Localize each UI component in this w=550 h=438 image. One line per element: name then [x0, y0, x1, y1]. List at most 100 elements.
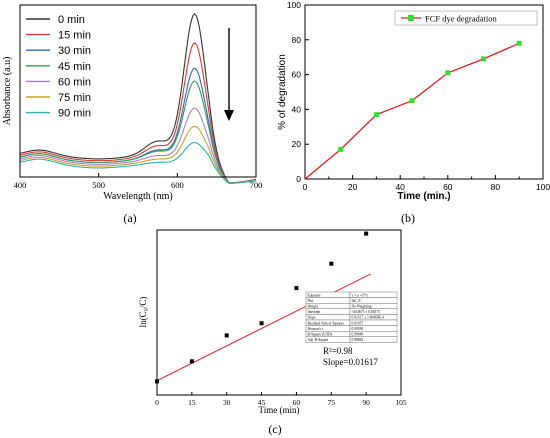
degradation-line: [304, 42, 520, 180]
r-squared-annotation: R²=0.98: [323, 346, 353, 356]
panel-a-xtick-label-3: 700: [250, 180, 263, 190]
fit-table-key-4: Slope: [308, 316, 317, 320]
legend-label-6: 90 min: [58, 108, 91, 120]
degradation-point-5: [481, 56, 486, 62]
panel-c-points: [155, 231, 369, 384]
panel-c-xtick-label-1: 15: [188, 398, 196, 407]
panel-c-xtick-label-6: 90: [362, 398, 370, 407]
fit-table-value-1: InC₀/C: [352, 299, 363, 303]
fit-table-key-2: Weight: [308, 305, 318, 309]
fit-table-value-cell-8: [349, 336, 398, 343]
panel-a-xtick-label-1: 500: [92, 180, 105, 190]
down-arrow: [224, 28, 234, 121]
panel-b-xtick-label-0: 0: [303, 182, 308, 192]
spectrum-line-1: [19, 42, 257, 184]
panel-c: 0 15 30 45 60 75 90 105 Equation y = a + b*x Plot…: [138, 229, 407, 436]
panel-b-ytick-label-3: 60: [292, 70, 302, 80]
fit-table-key-8: Adj. R-Square: [308, 338, 329, 342]
fit-table-key-7: R-Square (COD): [308, 333, 333, 337]
panel-b-xtick-label-4: 40: [395, 182, 405, 192]
panel-b: 0 20 40 60 80 100 0 20 40 60 80 100 FCF dye degrada…: [277, 0, 550, 225]
kinetic-point-6: [364, 231, 369, 236]
kinetic-point-4: [294, 286, 299, 291]
spectrum-line-5: [19, 125, 257, 184]
panel-b-series: [304, 40, 522, 180]
legend-label-2: 30 min: [58, 45, 91, 57]
panel-c-label: (c): [268, 422, 281, 436]
legend-label-0: 0 min: [58, 14, 85, 26]
spectrum-line-0: [19, 13, 257, 184]
kinetic-point-0: [155, 379, 159, 384]
fit-table-key-3: Intercept: [308, 310, 321, 314]
panel-c-table: Equation y = a + b*x Plot InC₀/C Weight No We…: [305, 291, 398, 343]
panel-a-legend: 0 min 15 min 30 min 45 min 60 min 75 min 90 mi…: [26, 14, 91, 120]
fit-table-value-8: 0.98882: [352, 338, 364, 342]
panel-a-xticks: 400 500 600 700: [14, 173, 263, 190]
panel-c-xtick-label-3: 45: [258, 398, 266, 407]
panel-c-xtick-label-7: 105: [395, 398, 407, 407]
fit-table-key-5: Residual Sum of Squares: [308, 321, 345, 325]
panel-b-ytick-label-2: 40: [292, 104, 302, 114]
fit-table-value-7: 0.99049: [352, 333, 364, 337]
panel-b-ylabel: % of degradation: [277, 54, 288, 130]
kinetic-point-3: [259, 321, 264, 326]
fit-table-key-6: Pearson's r: [308, 327, 324, 331]
panel-b-ytick-label-0: 0: [296, 174, 301, 184]
degradation-point-4: [445, 70, 451, 76]
degradation-point-6: [516, 40, 522, 46]
panel-b-ytick-label-4: 80: [292, 35, 302, 45]
panel-b-ytick-label-1: 20: [292, 139, 302, 149]
spectrum-line-6: [19, 142, 257, 185]
legend-label-4: 60 min: [58, 76, 91, 88]
panel-c-frame: [156, 229, 402, 396]
legend-label-5: 75 min: [58, 92, 91, 104]
panel-b-legend-box: [394, 10, 538, 26]
panel-a-ylabel: Absorbance (a.u): [2, 57, 13, 126]
panel-a-label: (a): [123, 211, 136, 225]
panel-a-xtick-label-2: 600: [171, 180, 184, 190]
panel-c-xtick-label-4: 60: [293, 398, 301, 407]
panel-c-ylabel: ln(C₀/C): [138, 297, 148, 328]
panel-b-ytick-label-5: 100: [287, 0, 301, 10]
fit-table-value-6: 0.99350: [352, 327, 364, 331]
panel-c-xtick-label-2: 30: [223, 398, 231, 407]
fit-table-value-2: No Weighting: [352, 305, 372, 309]
degradation-point-1: [338, 146, 344, 152]
panel-c-ticks: 0 15 30 45 60 75 90 105: [155, 392, 407, 407]
fit-table-value-3: -0.04675 ± 0.03575: [352, 310, 381, 314]
slope-annotation: Slope=0.01617: [323, 357, 378, 367]
panel-a-xlabel: Wavelength (nm): [103, 191, 172, 202]
panel-b-ticks: 0 20 40 60 80 100 0 20 40 60 80 100: [287, 0, 550, 192]
degradation-point-2: [373, 112, 379, 118]
panel-a-frame: [19, 4, 257, 178]
kinetic-point-5: [329, 261, 334, 266]
panel-c-xtick-label-0: 0: [155, 398, 159, 407]
panel-b-xtick-label-8: 80: [491, 182, 501, 192]
panel-c-xlabel: Time (min): [259, 405, 300, 415]
panel-a-xtick-label-0: 400: [14, 180, 27, 190]
panel-b-xlabel: Time (min.): [397, 191, 450, 202]
panel-c-xtick-label-5: 75: [328, 398, 336, 407]
legend-label-1: 15 min: [58, 30, 91, 42]
panel-a-curves: [19, 13, 257, 185]
panel-b-xtick-label-2: 20: [348, 182, 358, 192]
fit-table-key-0: Equation: [308, 293, 321, 297]
fit-table-key-1: Plot: [308, 299, 314, 303]
panel-b-legend-marker: [408, 15, 414, 21]
panel-a: 400 500 600 700 Wavelength (nm) Absorbance …: [2, 4, 263, 225]
panel-b-legend: FCF dye degradation: [394, 10, 538, 26]
fit-table-value-5: 0.01457: [352, 321, 364, 325]
panel-b-xtick-label-6: 60: [443, 182, 453, 192]
fit-table-value-0: y = a + b*x: [352, 293, 369, 297]
fit-table-value-4: 0.01617 ± 1.00468E-4: [352, 316, 385, 320]
degradation-point-3: [409, 98, 415, 104]
panel-b-legend-label: FCF dye degradation: [425, 14, 498, 24]
kinetic-point-2: [224, 333, 229, 338]
panel-b-label: (b): [401, 211, 415, 225]
panel-b-xtick-label-10: 100: [536, 182, 550, 192]
legend-label-3: 45 min: [58, 61, 91, 73]
spectrum-line-3: [19, 80, 257, 184]
spectrum-line-4: [19, 107, 257, 184]
kinetic-point-1: [189, 359, 194, 364]
